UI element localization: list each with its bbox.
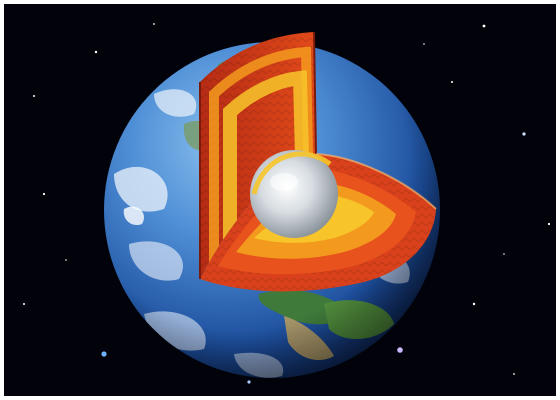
star-field — [23, 23, 551, 384]
space-background — [4, 4, 556, 396]
earth-cutaway-layers — [199, 31, 437, 292]
earth-cutaway-illustration — [23, 23, 551, 384]
